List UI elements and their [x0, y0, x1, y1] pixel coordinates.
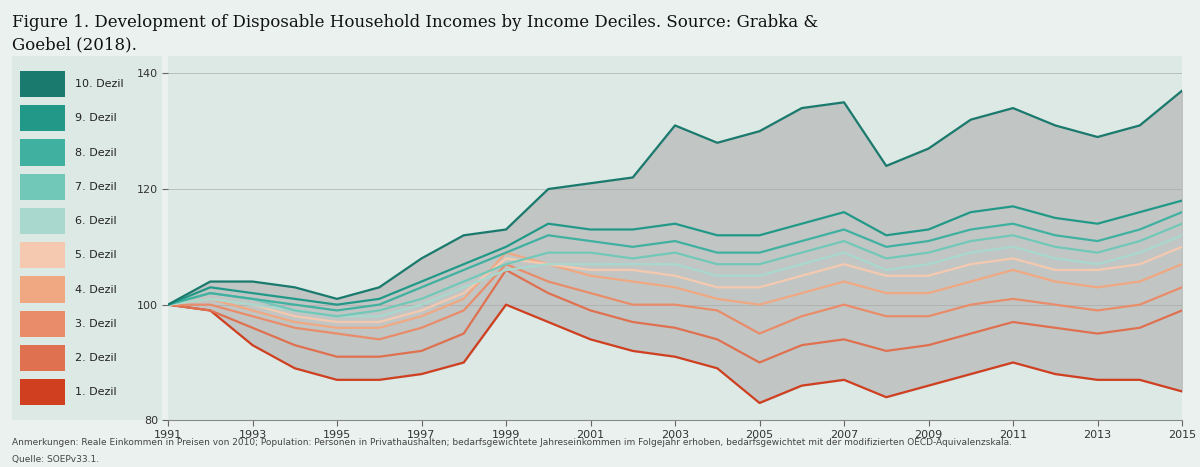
Text: Figure 1. Development of Disposable Household Incomes by Income Deciles. Source:: Figure 1. Development of Disposable Hous… — [12, 14, 818, 53]
Text: Quelle: SOEPv33.1.: Quelle: SOEPv33.1. — [12, 455, 100, 464]
Text: 2. Dezil: 2. Dezil — [74, 353, 116, 363]
Bar — [19, 71, 65, 97]
Text: 5. Dezil: 5. Dezil — [74, 250, 116, 260]
Text: 7. Dezil: 7. Dezil — [74, 182, 116, 192]
Bar — [19, 174, 65, 200]
Text: 10. Dezil: 10. Dezil — [74, 79, 124, 89]
Bar — [19, 311, 65, 337]
Text: 1. Dezil: 1. Dezil — [74, 387, 116, 397]
Bar — [19, 242, 65, 269]
Bar — [19, 379, 65, 405]
Text: 4. Dezil: 4. Dezil — [74, 284, 116, 295]
Bar — [19, 276, 65, 303]
Bar — [19, 140, 65, 166]
Text: 3. Dezil: 3. Dezil — [74, 319, 116, 329]
Text: 9. Dezil: 9. Dezil — [74, 113, 116, 123]
Text: 8. Dezil: 8. Dezil — [74, 148, 116, 157]
Bar — [19, 208, 65, 234]
Bar — [19, 105, 65, 131]
Text: 6. Dezil: 6. Dezil — [74, 216, 116, 226]
Bar — [19, 345, 65, 371]
Text: Anmerkungen: Reale Einkommen in Preisen von 2010; Population: Personen in Privat: Anmerkungen: Reale Einkommen in Preisen … — [12, 437, 1012, 446]
